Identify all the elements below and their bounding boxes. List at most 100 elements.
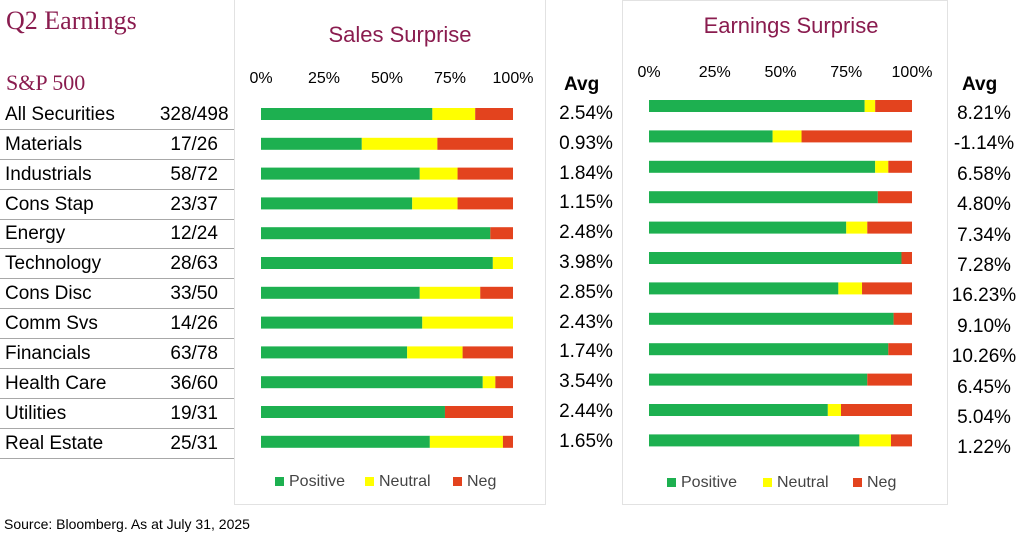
avg-value: 1.22%: [957, 437, 1011, 459]
bar-neutral-segment: [482, 376, 496, 389]
avg-value: 1.15%: [559, 192, 613, 214]
bar-positive-segment: [649, 343, 889, 356]
source-note: Source: Bloomberg. As at July 31, 2025: [4, 516, 250, 532]
bar-positive-segment: [649, 191, 878, 204]
x-tick-label: 50%: [764, 64, 796, 81]
avg-value: 4.80%: [957, 194, 1011, 216]
table-row: Financials 63/78: [0, 339, 234, 370]
avg-value: 1.65%: [559, 430, 613, 452]
table-row: Materials 17/26: [0, 130, 234, 160]
avg-value: 5.04%: [957, 407, 1011, 428]
sector-count: 36/60: [170, 372, 218, 394]
chart-title: Earnings Surprise: [704, 13, 879, 38]
sector-name: Utilities: [5, 402, 67, 424]
bar-neg-segment: [457, 197, 513, 210]
bar-neg-segment: [862, 282, 912, 295]
x-tick-label: 25%: [699, 64, 731, 81]
legend-label: Positive: [681, 474, 737, 491]
bar-neutral-segment: [492, 257, 513, 269]
legend-swatch-positive: [275, 477, 284, 486]
avg-value: 6.58%: [957, 163, 1011, 185]
bar-neutral-segment: [407, 346, 463, 359]
bar-neg-segment: [801, 130, 912, 143]
bar-neg-segment: [888, 343, 912, 356]
bar-neg-segment: [490, 227, 513, 240]
legend-swatch-positive: [667, 478, 676, 487]
x-tick-label: 100%: [892, 64, 933, 81]
table-row: Health Care 36/60: [0, 369, 234, 399]
avg-value: 0.93%: [559, 132, 613, 154]
x-tick-label: 25%: [308, 70, 340, 87]
table-row: Industrials 58/72: [0, 160, 234, 190]
legend-label: Neutral: [379, 473, 431, 490]
avg-value: 1.84%: [559, 162, 613, 184]
chart-title: Sales Surprise: [328, 22, 471, 47]
bar-neutral-segment: [419, 286, 481, 299]
sector-count: 12/24: [170, 223, 218, 245]
sector-name: Cons Disc: [5, 283, 92, 305]
bar-positive-segment: [261, 376, 483, 389]
x-tick-label: 50%: [371, 70, 403, 87]
bar-neutral-segment: [859, 434, 891, 447]
bar-positive-segment: [649, 312, 894, 325]
sector-name: Comm Svs: [5, 313, 98, 335]
bar-neg-segment: [475, 108, 513, 120]
sector-name: Materials: [5, 133, 83, 155]
sector-count: 23/37: [170, 193, 218, 215]
legend-swatch-neg: [453, 477, 462, 486]
sector-name: Technology: [5, 253, 102, 275]
x-tick-label: 0%: [637, 64, 660, 81]
avg-header: Avg: [962, 74, 998, 95]
legend-swatch-neutral: [365, 477, 374, 486]
table-row: Cons Stap 23/37: [0, 190, 234, 220]
sector-count: 25/31: [170, 432, 218, 454]
bar-neutral-segment: [422, 316, 513, 329]
bar-neg-segment: [877, 191, 912, 204]
sector-count: 19/31: [170, 402, 218, 424]
bar-positive-segment: [649, 404, 828, 416]
bar-neutral-segment: [432, 108, 476, 120]
sector-count: 14/26: [170, 313, 218, 335]
bar-positive-segment: [649, 434, 860, 447]
avg-value: 7.34%: [957, 224, 1011, 246]
sales-surprise-chart: Sales Surprise 0% 25% 50% 75% 100% Positive Neu…: [249, 22, 534, 490]
avg-value: 3.54%: [559, 371, 613, 393]
bar-positive-segment: [261, 108, 433, 120]
sector-count: 28/63: [170, 253, 218, 275]
sector-name: Energy: [5, 223, 66, 245]
legend-label: Neg: [467, 473, 496, 490]
bar-neg-segment: [901, 252, 912, 264]
legend-swatch-neg: [853, 478, 862, 487]
table-row: Comm Svs 14/26: [0, 309, 234, 340]
avg-value: 7.28%: [957, 255, 1011, 276]
avg-value: 2.48%: [559, 222, 613, 244]
avg-value: -1.14%: [953, 133, 1015, 155]
bar-neg-segment: [457, 167, 513, 180]
earnings-surprise-panel: Earnings Surprise 0% 25% 50% 75% 100% Positive…: [622, 0, 948, 505]
bar-neg-segment: [495, 376, 513, 389]
x-tick-label: 75%: [434, 70, 466, 87]
bar-neg-segment: [888, 160, 912, 173]
sector-count: 58/72: [170, 163, 218, 185]
legend-label: Positive: [289, 473, 345, 490]
bar-neg-segment: [437, 137, 513, 150]
bar-positive-segment: [649, 160, 876, 173]
earnings-surprise-chart: Earnings Surprise 0% 25% 50% 75% 100% Positive…: [637, 13, 933, 491]
avg-value: 1.74%: [559, 341, 613, 363]
bar-positive-segment: [649, 100, 865, 112]
bar-neutral-segment: [361, 137, 438, 150]
bar-neg-segment: [502, 435, 513, 448]
bar-neutral-segment: [846, 221, 868, 234]
avg-header: Avg: [564, 74, 600, 95]
avg-value: 16.23%: [951, 285, 1017, 307]
bar-positive-segment: [261, 167, 420, 180]
bar-neg-segment: [462, 346, 513, 359]
bar-neutral-segment: [412, 197, 458, 210]
bar-positive-segment: [261, 346, 408, 359]
sector-count: 17/26: [170, 133, 218, 155]
bar-positive-segment: [261, 316, 423, 329]
sector-name: Real Estate: [5, 432, 104, 454]
bar-neg-segment: [875, 100, 912, 112]
sector-name: Industrials: [5, 163, 92, 185]
x-tick-label: 100%: [493, 70, 534, 87]
